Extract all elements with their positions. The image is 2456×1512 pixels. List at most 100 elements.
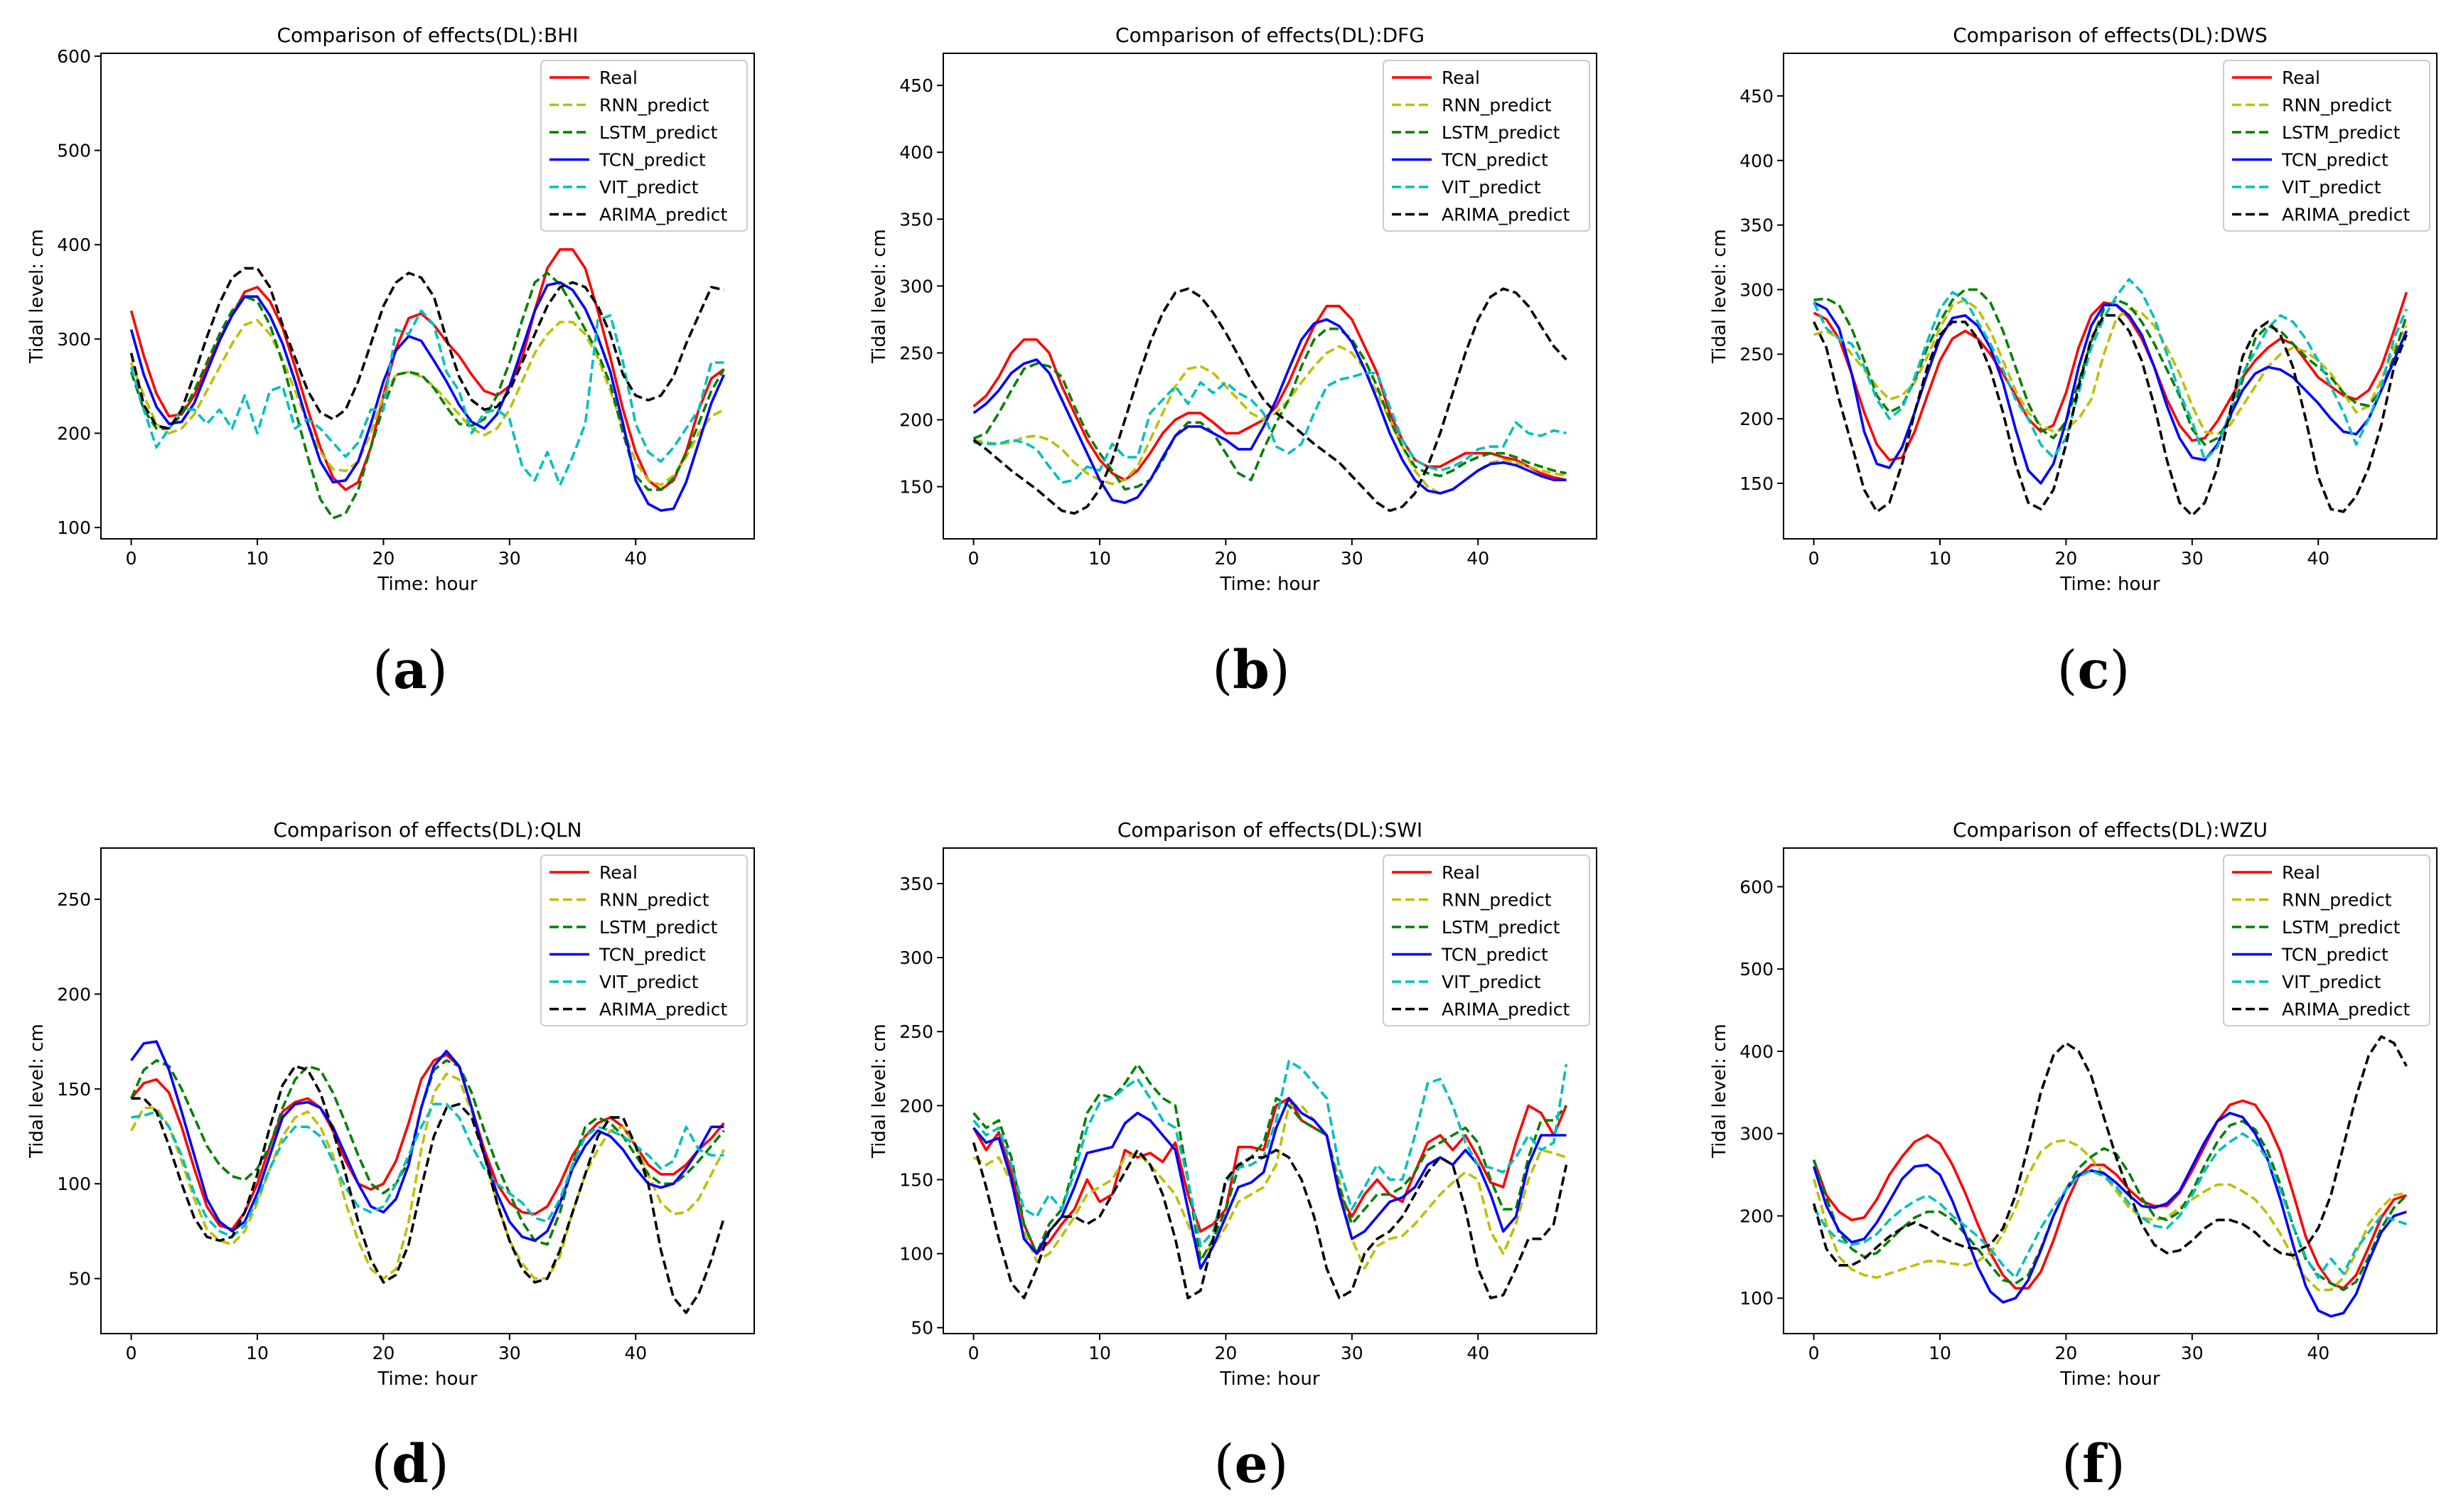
chart-panel-d: Comparison of effects(DL):QLN 0 10 20 30 40 50… xyxy=(26,818,755,1495)
x-tick-label: 20 xyxy=(372,548,395,569)
legend-entry: TCN_predict xyxy=(1441,945,1548,965)
legend-entry: LSTM_predict xyxy=(1442,917,1560,938)
panel-label-open-paren: ( xyxy=(1214,1434,1235,1495)
panel-label: (c) xyxy=(2057,640,2130,701)
legend-entry: LSTM_predict xyxy=(599,917,718,938)
y-tick-label: 200 xyxy=(57,984,91,1004)
legend-entry: TCN_predict xyxy=(2281,150,2388,171)
x-tick-label: 30 xyxy=(2181,1343,2204,1363)
x-tick-label: 40 xyxy=(2307,1343,2329,1363)
y-tick-label: 300 xyxy=(899,948,933,968)
panel-label-open-paren: ( xyxy=(2061,1434,2082,1495)
panel-label-letter: e xyxy=(1234,1434,1267,1495)
legend: Real RNN_predict LSTM_predict TCN_predict VI… xyxy=(1383,854,1590,1026)
x-tick-label: 20 xyxy=(2054,548,2077,569)
legend-box xyxy=(1383,60,1590,232)
series-line-tcn-predict xyxy=(972,318,1567,505)
x-axis-label: Time: hour xyxy=(377,574,478,595)
plot-frame xyxy=(943,847,1597,1334)
panel-label-letter: d xyxy=(392,1434,429,1495)
x-tick-label: 0 xyxy=(1808,548,1820,569)
panel-label-close-paren: ) xyxy=(2110,640,2130,701)
y-axis-label: Tidal level: cm xyxy=(26,1024,48,1159)
x-tick-label: 10 xyxy=(1929,1343,1951,1363)
series-line-arima-predict xyxy=(1812,313,2408,518)
plot-frame xyxy=(1783,53,2438,540)
y-tick-label: 200 xyxy=(57,423,91,444)
y-tick-label: 400 xyxy=(899,142,933,163)
legend-box xyxy=(2223,60,2430,232)
series-line-arima-predict xyxy=(131,1065,726,1314)
legend-box xyxy=(540,854,748,1026)
series-line-arima-predict xyxy=(972,287,1567,515)
series-line-tcn-predict xyxy=(972,1097,1567,1270)
y-tick-label: 400 xyxy=(1739,1041,1774,1062)
y-tick-label: 250 xyxy=(899,343,933,363)
y-tick-label: 150 xyxy=(1739,473,1774,494)
x-axis-label: Time: hour xyxy=(1219,574,1320,595)
x-tick-label: 10 xyxy=(1088,1343,1111,1363)
x-tick-label: 10 xyxy=(1088,548,1111,569)
legend-entry: RNN_predict xyxy=(2282,890,2392,911)
series-line-real xyxy=(1812,1099,2407,1290)
panel-label-close-paren: ) xyxy=(429,1434,449,1495)
y-tick-label: 500 xyxy=(1739,959,1774,980)
legend-entry: ARIMA_predict xyxy=(599,999,728,1020)
y-axis-label: Tidal level: cm xyxy=(869,1024,890,1159)
y-axis-label: Tidal level: cm xyxy=(26,229,48,364)
chart-title: Comparison of effects(DL):QLN xyxy=(273,818,581,842)
series-line-rnn-predict xyxy=(129,318,725,487)
x-tick-label: 0 xyxy=(126,1343,137,1363)
x-tick-label: 0 xyxy=(126,548,137,569)
x-tick-label: 10 xyxy=(1929,548,1951,569)
legend-entry: Real xyxy=(599,862,638,883)
panel-label-open-paren: ( xyxy=(1212,640,1233,701)
legend: Real RNN_predict LSTM_predict TCN_predict VI… xyxy=(540,60,748,232)
legend-entry: TCN_predict xyxy=(1441,150,1548,171)
y-tick-label: 300 xyxy=(1739,279,1774,300)
x-tick-label: 20 xyxy=(2054,1343,2077,1363)
series-line-vit-predict xyxy=(973,371,1567,484)
y-tick-label: 50 xyxy=(68,1269,91,1290)
x-axis-label: Time: hour xyxy=(377,1368,478,1390)
series-line-tcn-predict xyxy=(1812,1112,2407,1318)
x-tick-label: 0 xyxy=(968,1343,980,1363)
x-tick-label: 20 xyxy=(1214,1343,1237,1363)
series-line-real xyxy=(972,304,1567,482)
legend-entry: RNN_predict xyxy=(1442,890,1552,911)
panel-label-close-paren: ) xyxy=(1270,640,1290,701)
panel-label-close-paren: ) xyxy=(1268,1434,1289,1495)
y-tick-label: 400 xyxy=(1739,151,1774,171)
legend-box xyxy=(540,60,748,232)
legend-entry: ARIMA_predict xyxy=(1442,205,1570,225)
series-line-real xyxy=(972,1097,1568,1255)
legend: Real RNN_predict LSTM_predict TCN_predict VI… xyxy=(1383,60,1590,232)
series-line-arima-predict xyxy=(129,267,724,430)
series-line-vit-predict xyxy=(1812,278,2408,462)
series-line-real xyxy=(1813,291,2408,462)
y-axis-label: Tidal level: cm xyxy=(1709,1024,1730,1159)
legend-entry: TCN_predict xyxy=(2281,945,2388,965)
y-tick-label: 100 xyxy=(1739,1288,1774,1309)
legend-entry: LSTM_predict xyxy=(2282,917,2401,938)
legend-entry: ARIMA_predict xyxy=(1442,999,1570,1020)
series-line-lstm-predict xyxy=(972,1063,1567,1262)
x-tick-label: 0 xyxy=(968,548,980,569)
y-tick-label: 600 xyxy=(1739,876,1774,897)
series-line-rnn-predict xyxy=(1812,1139,2407,1292)
chart-panel-c: Comparison of effects(DL):DWS 0 10 20 30 40 15… xyxy=(1709,23,2438,701)
legend-entry: RNN_predict xyxy=(599,890,709,911)
y-tick-label: 200 xyxy=(899,1095,933,1116)
y-tick-label: 50 xyxy=(911,1318,933,1339)
series-line-arima-predict xyxy=(1812,1035,2408,1267)
series-line-tcn-predict xyxy=(129,281,726,513)
x-axis-label: Time: hour xyxy=(2059,574,2160,595)
panel-label-letter: f xyxy=(2082,1434,2108,1495)
y-tick-label: 300 xyxy=(57,329,91,350)
legend-entry: Real xyxy=(1442,862,1480,883)
series-line-rnn-predict xyxy=(972,1104,1567,1270)
x-tick-label: 40 xyxy=(1466,548,1489,569)
series-line-lstm-predict xyxy=(129,272,725,520)
legend-entry: VIT_predict xyxy=(599,177,699,198)
